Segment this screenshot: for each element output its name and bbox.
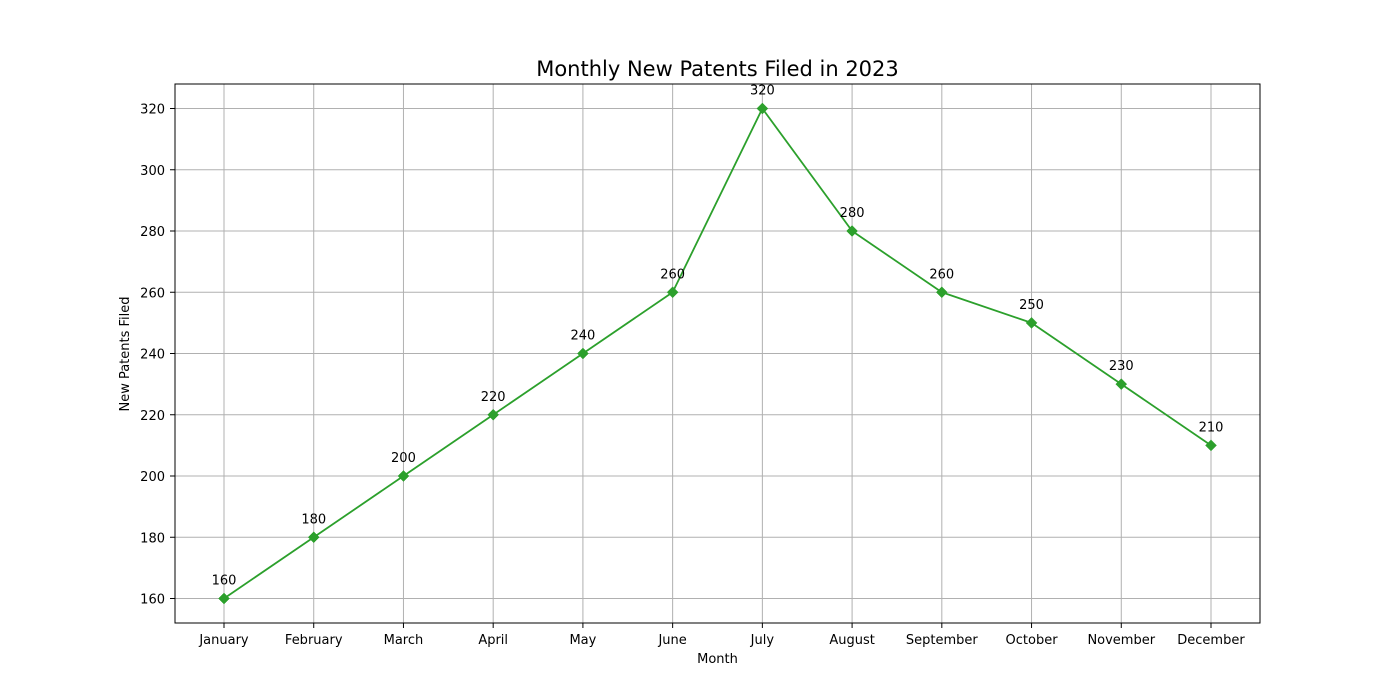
y-tick-label: 300 (140, 164, 165, 179)
series-markers (218, 102, 1217, 605)
data-point-marker (846, 225, 858, 237)
data-value-label: 260 (929, 267, 954, 282)
data-value-label: 180 (301, 512, 326, 527)
data-value-label: 260 (660, 267, 685, 282)
data-value-label: 280 (840, 206, 865, 221)
x-tick-label: September (906, 633, 979, 648)
data-point-marker (1025, 317, 1038, 329)
chart-title: Monthly New Patents Filed in 2023 (536, 57, 899, 81)
x-tick-label: October (1006, 633, 1059, 648)
x-axis-label: Month (697, 652, 738, 667)
x-tick-label: November (1087, 633, 1155, 648)
data-point-marker (577, 347, 589, 360)
data-value-label: 200 (391, 451, 416, 466)
x-tick-label: August (829, 633, 875, 648)
data-value-label: 250 (1019, 298, 1044, 313)
data-point-marker (935, 286, 948, 299)
x-tick-label: April (478, 633, 508, 648)
x-tick-label: June (657, 633, 686, 648)
x-tick-label: May (569, 633, 596, 648)
data-value-label: 240 (570, 329, 595, 344)
data-value-label: 320 (750, 84, 775, 99)
data-point-marker (218, 592, 230, 605)
data-value-label: 230 (1109, 359, 1134, 374)
y-axis-ticks: 160 180 200 220 240 260 280 300 320 (140, 103, 175, 608)
y-tick-label: 160 (140, 593, 165, 608)
data-point-marker (666, 286, 679, 299)
data-point-marker (756, 102, 769, 115)
x-tick-label: December (1177, 633, 1245, 648)
y-tick-label: 220 (140, 409, 165, 424)
data-point-marker (1205, 439, 1217, 452)
data-value-label: 220 (481, 390, 506, 405)
grid-lines (175, 84, 1260, 623)
y-axis-label: New Patents Filed (118, 296, 133, 411)
y-tick-label: 180 (140, 531, 165, 546)
series-line (223, 107, 1212, 600)
y-tick-label: 280 (140, 225, 165, 240)
data-value-label: 210 (1199, 420, 1224, 435)
x-tick-label: March (384, 633, 424, 648)
x-axis-ticks: January February March April May June July Augu… (198, 623, 1245, 648)
data-point-marker (307, 531, 320, 544)
y-tick-label: 200 (140, 470, 165, 485)
data-labels: 160 180 200 220 240 260 320 280 260 250 230 210 (212, 84, 1224, 589)
y-tick-label: 320 (140, 103, 165, 118)
y-tick-label: 260 (140, 286, 165, 301)
data-point-marker (487, 408, 500, 421)
y-tick-label: 240 (140, 348, 165, 363)
x-tick-label: July (750, 633, 775, 648)
x-tick-label: January (198, 633, 249, 648)
data-point-marker (397, 470, 410, 482)
data-value-label: 160 (212, 574, 237, 589)
series-line-group (223, 107, 1212, 600)
x-tick-label: February (285, 633, 343, 648)
data-point-marker (1115, 378, 1128, 390)
